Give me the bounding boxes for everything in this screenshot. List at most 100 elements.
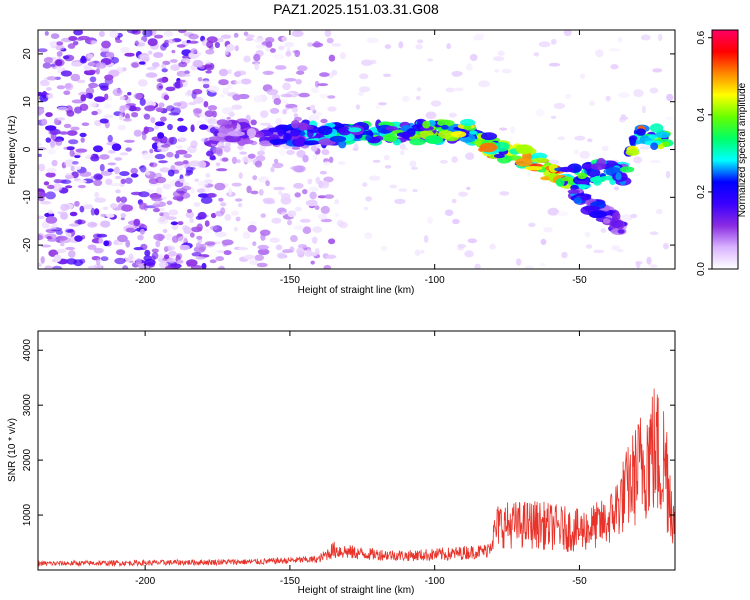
- snr-x-ticks: -200 -150 -100 -50: [135, 331, 587, 587]
- spectrogram-blob: [269, 237, 280, 243]
- spectrogram-marks: [38, 30, 674, 269]
- spectrogram-blob: [220, 207, 226, 215]
- spectrogram-blob: [83, 66, 92, 71]
- spectrogram-blob: [309, 104, 316, 111]
- spectrogram-blob: [89, 76, 97, 83]
- spectrogram-blob: [633, 156, 642, 164]
- spectrogram-blob: [205, 70, 212, 74]
- spectrogram-blob: [103, 114, 114, 119]
- spectrogram-ridge-blob: [226, 120, 232, 126]
- spectrogram-blob: [165, 265, 175, 269]
- spectrogram-blob: [168, 250, 177, 257]
- spectrogram-blob: [117, 124, 127, 131]
- spectrogram-blob: [451, 198, 457, 204]
- spectrogram-blob: [319, 170, 327, 175]
- spectrogram-blob: [474, 263, 481, 269]
- spectrogram-blob: [416, 95, 421, 101]
- spectrogram-blob: [162, 228, 168, 234]
- spectrogram-blob: [179, 178, 185, 183]
- spectrogram-blob: [59, 131, 69, 135]
- spectrogram-blob: [43, 181, 50, 186]
- spectrogram-blob: [293, 225, 305, 230]
- spectrogram-blob: [589, 100, 595, 107]
- spectrogram-ridge-blob: [619, 166, 635, 173]
- spectrogram-blob: [287, 219, 292, 226]
- spectrogram-blob: [359, 73, 369, 80]
- spectrogram-blob: [394, 198, 406, 204]
- x-tick-label: -100: [425, 275, 445, 286]
- spectrogram-blob: [177, 221, 184, 226]
- spectrogram-blob: [146, 66, 157, 71]
- spectrogram-blob: [201, 80, 211, 85]
- spectrogram-blob: [259, 144, 266, 152]
- spectrogram-blob: [319, 72, 330, 77]
- spectrogram-blob: [134, 40, 139, 46]
- spectrogram-blob: [120, 46, 130, 54]
- spectrogram-blob: [253, 95, 263, 103]
- spectrogram-blob: [109, 30, 119, 38]
- spectrogram-blob: [73, 30, 83, 36]
- colorbar-tick-label: 0.6: [696, 30, 707, 44]
- spectrogram-blob: [90, 155, 100, 162]
- spectrogram-blob: [69, 149, 75, 157]
- spectrogram-blob: [65, 246, 76, 251]
- spectrogram-blob: [40, 244, 51, 248]
- spectrogram-blob: [231, 182, 242, 187]
- spectrogram-ridge-blob: [303, 140, 320, 146]
- spectrogram-blob: [260, 122, 272, 126]
- spectrogram-blob: [278, 190, 283, 196]
- colorbar-tick-label: 0.2: [696, 185, 707, 199]
- spectrogram-blob: [250, 119, 257, 126]
- spectrogram-blob: [38, 163, 46, 172]
- spectrogram-blob: [71, 99, 84, 104]
- spectrogram-blob: [122, 265, 129, 269]
- spectrogram-blob: [56, 248, 67, 254]
- spectrogram-blob: [289, 246, 295, 253]
- spectrogram-blob: [243, 254, 256, 260]
- spectrogram-blob: [168, 209, 179, 216]
- y-tick-label: 3000: [22, 394, 33, 417]
- spectrogram-blob: [314, 80, 320, 88]
- spectrogram-blob: [81, 122, 90, 126]
- spectrogram-blob: [540, 238, 547, 245]
- spectrogram-blob: [183, 153, 192, 158]
- spectrogram-blob: [200, 196, 213, 204]
- spectrogram-blob: [630, 213, 638, 219]
- spectrogram-blob: [525, 265, 534, 269]
- spectrogram-blob: [155, 240, 161, 248]
- spectrogram-blob: [281, 36, 288, 42]
- spectrogram-blob: [165, 216, 177, 220]
- spectrogram-blob: [272, 162, 284, 169]
- spectrogram-blob: [67, 43, 76, 49]
- snr-y-label: SNR (10 * v/v): [7, 418, 18, 482]
- spectrogram-blob: [99, 118, 109, 124]
- spectrogram-blob: [584, 231, 591, 238]
- spectrogram-blob: [98, 31, 105, 37]
- spectrogram-blob: [204, 241, 216, 246]
- spectrogram-ridge-blob: [348, 127, 362, 133]
- spectrogram-blob: [101, 40, 111, 49]
- spectrogram-blob: [256, 262, 268, 268]
- spectrogram-blob: [139, 98, 146, 106]
- spectrogram-blob: [494, 69, 499, 73]
- spectrogram-blob: [79, 171, 92, 177]
- spectrogram-blob: [83, 204, 94, 210]
- spectrogram-blob: [41, 118, 48, 126]
- spectrogram-blob: [216, 250, 226, 253]
- spectrogram-blob: [204, 179, 213, 184]
- spectrogram-blob: [56, 85, 66, 90]
- spectrogram-blob: [250, 190, 259, 195]
- spectrogram-blob: [280, 93, 293, 98]
- spectrogram-blob: [155, 176, 167, 184]
- spectrogram-blob: [649, 264, 658, 268]
- spectrogram-blob: [192, 108, 203, 114]
- spectrogram-blob: [224, 213, 232, 221]
- spectrogram-blob: [231, 156, 238, 165]
- spectrogram-blob: [600, 228, 607, 234]
- spectrogram-blob: [291, 146, 301, 150]
- spectrogram-blob: [70, 73, 81, 82]
- spectrogram-blob: [162, 183, 172, 190]
- spectrogram-blob: [257, 244, 270, 250]
- spectrogram-blob: [56, 117, 66, 121]
